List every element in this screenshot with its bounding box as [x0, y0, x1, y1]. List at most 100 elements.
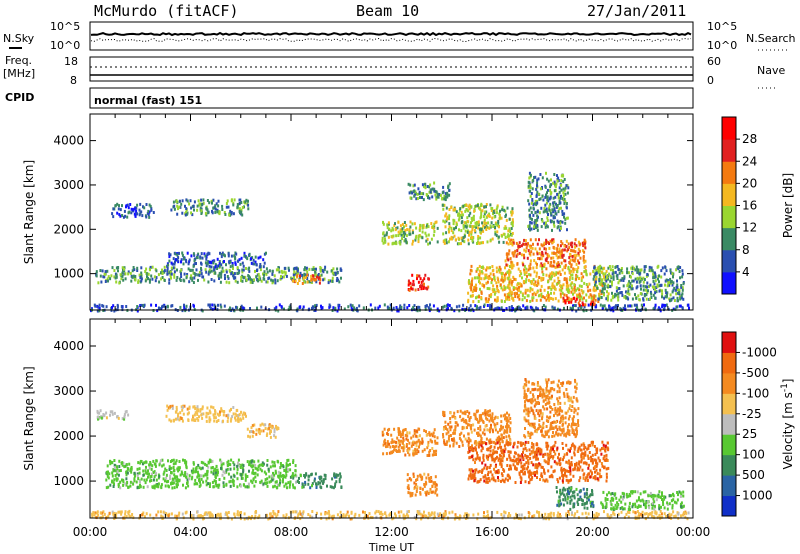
power-cell [403, 221, 406, 224]
velocity-cell [281, 480, 284, 484]
velocity-cell [660, 512, 663, 516]
power-cell [397, 220, 400, 224]
power-cell [616, 265, 619, 268]
power-cell [530, 227, 533, 231]
power-cell [235, 305, 237, 309]
velocity-cell [311, 515, 314, 519]
power-cell [560, 194, 562, 198]
velocity-cell [315, 511, 318, 515]
power-cell [283, 270, 286, 274]
power-cell [553, 189, 556, 193]
power-cell [446, 303, 449, 307]
power-cell [609, 274, 612, 278]
power-cell [266, 270, 269, 274]
power-cell [511, 224, 514, 228]
velocity-cell [182, 412, 185, 416]
power-cell [505, 263, 508, 267]
power-cell [101, 304, 104, 308]
velocity-cell [242, 464, 245, 468]
velocity-cell [237, 461, 239, 465]
power-cell [385, 231, 388, 235]
velocity-cell [442, 517, 445, 521]
power-cell [231, 264, 234, 268]
power-cell [399, 228, 402, 232]
power-cell [347, 305, 350, 309]
velocity-cell [176, 475, 179, 479]
power-cell [513, 277, 516, 281]
velocity-cell [126, 481, 129, 484]
power-cell [303, 275, 306, 279]
power-cell [476, 267, 479, 271]
velocity-cell [435, 453, 437, 456]
velocity-cell [246, 427, 249, 431]
power-cell [242, 275, 245, 279]
velocity-cell [658, 513, 661, 517]
velocity-cell [442, 514, 445, 518]
power-cell [221, 251, 224, 255]
power-cell [426, 224, 428, 228]
power-cell [507, 242, 510, 246]
velocity-cell [271, 478, 274, 482]
power-cell [544, 209, 547, 212]
power-cell [553, 279, 556, 283]
power-cell [421, 224, 424, 228]
power-cell [107, 275, 110, 279]
power-cell [221, 204, 224, 208]
power-cell [428, 190, 431, 194]
velocity-cell [433, 435, 436, 439]
power-cell [432, 304, 435, 308]
velocity-cell [188, 477, 191, 481]
power-cell [580, 276, 583, 280]
power-cell [312, 266, 315, 270]
power-cell [179, 279, 182, 282]
power-cell [483, 284, 486, 288]
power-cell [543, 243, 545, 247]
power-cell [546, 210, 549, 214]
velocity-cell [124, 512, 127, 516]
date-title: 27/Jan/2011 [587, 2, 686, 20]
power-cell [213, 259, 216, 263]
velocity-cell [119, 469, 122, 472]
power-cell [383, 234, 386, 238]
power-cell [178, 199, 181, 203]
power-cell [392, 234, 395, 238]
velocity-cell [106, 470, 108, 474]
velocity-cell [148, 463, 151, 467]
power-cell [622, 306, 625, 310]
velocity-cell [214, 416, 217, 420]
power-cell [280, 305, 283, 309]
power-cell [486, 266, 488, 270]
power-cell [259, 265, 262, 268]
power-cell [573, 259, 576, 263]
power-cell [601, 306, 604, 310]
power-cell [314, 273, 317, 277]
power-ytick-label: 3000 [53, 178, 84, 192]
power-cell [559, 295, 562, 299]
power-cell [525, 278, 528, 282]
velocity-cell [264, 427, 267, 430]
power-cell [100, 280, 103, 284]
power-cell [131, 275, 134, 279]
power-cell [644, 265, 647, 269]
power-cell [507, 237, 510, 241]
power-cell [336, 267, 339, 271]
velocity-cell [259, 467, 262, 471]
velocity-cell [216, 468, 219, 472]
power-cell [447, 307, 449, 311]
velocity-cell [292, 461, 295, 464]
velocity-cell [319, 481, 322, 485]
velocity-cell [397, 430, 400, 434]
power-cell [572, 267, 575, 271]
power-cell [572, 270, 575, 274]
power-cell [387, 221, 390, 225]
power-cell [418, 190, 421, 194]
velocity-cell [654, 510, 657, 514]
power-cell [399, 306, 401, 310]
power-cell [545, 238, 548, 242]
power-cell [197, 252, 200, 256]
power-cell [631, 297, 634, 301]
power-cell [642, 288, 645, 292]
power-cell [237, 259, 240, 263]
power-cell [554, 211, 557, 215]
velocity-cell [168, 485, 170, 489]
